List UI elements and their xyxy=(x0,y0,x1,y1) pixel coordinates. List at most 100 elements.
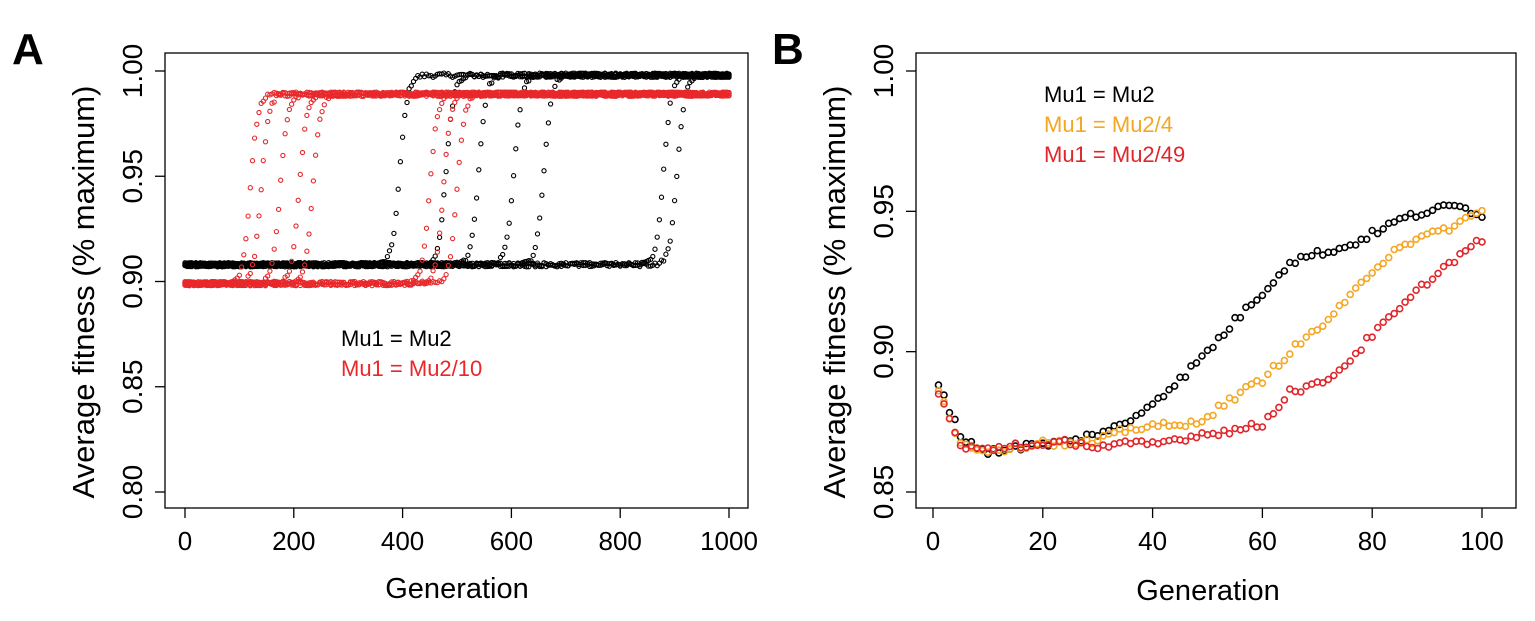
panel-a-point xyxy=(397,159,404,165)
panel-a-point xyxy=(275,206,282,213)
panel-a-point xyxy=(254,121,260,127)
panel-b-point xyxy=(1406,293,1415,302)
panel-a-point xyxy=(480,118,486,125)
panel-a-point xyxy=(310,178,317,184)
panel-a-legend-1: Mu1 = Mu2 xyxy=(341,326,452,351)
panel-a-point xyxy=(421,243,428,249)
panel-a-point xyxy=(439,100,445,107)
panel-a-xtick-label: 800 xyxy=(599,526,642,556)
panel-a-point xyxy=(278,177,284,183)
panel-a-point xyxy=(678,124,684,130)
panel-a-point xyxy=(297,171,303,178)
panel-a-point xyxy=(661,166,667,172)
panel-b-point xyxy=(1450,222,1459,230)
panel-a-point xyxy=(445,141,451,147)
panel-b-point xyxy=(1253,296,1261,304)
panel-a-point xyxy=(456,159,462,166)
panel-a-point xyxy=(241,252,247,258)
panel-b-point xyxy=(1373,323,1382,332)
panel-b-point xyxy=(1280,267,1289,275)
panel-a-point xyxy=(315,132,321,138)
panel-b-point xyxy=(1461,204,1470,212)
panel-b-point xyxy=(1330,310,1338,318)
panel-a-point xyxy=(445,130,451,136)
panel-b-point xyxy=(1137,409,1146,417)
panel-a-point xyxy=(489,80,495,86)
panel-b-point xyxy=(1225,325,1234,333)
panel-b: B 0 20 40 60 80 100 0.85 0.90 0.95 1.00 Generatio… xyxy=(772,25,1517,607)
panel-a-point xyxy=(260,157,266,164)
panel-a-point xyxy=(476,167,482,173)
panel-a-point xyxy=(545,120,552,126)
panel-b-ytick-label: 0.85 xyxy=(868,465,899,520)
panel-b-point xyxy=(1209,343,1217,352)
panel-a-point xyxy=(482,102,488,108)
panel-b-point xyxy=(1384,253,1393,262)
panel-a-point xyxy=(676,146,682,152)
panel-a-point xyxy=(291,244,297,250)
panel-a-point xyxy=(530,252,536,259)
panel-b-point xyxy=(1192,359,1201,367)
panel-a-point xyxy=(458,137,465,143)
panel-a-point xyxy=(502,244,508,250)
panel-a-point xyxy=(447,254,454,260)
panel-a-point xyxy=(432,253,438,259)
panel-b-xlabel: Generation xyxy=(1136,575,1280,607)
panel-a-point xyxy=(299,269,306,275)
panel-a-point xyxy=(299,149,306,156)
panel-a-point xyxy=(251,253,258,260)
panel-a: A 0 200 400 600 800 10000.800.850.900.951.00 … xyxy=(12,25,758,605)
panel-a-point xyxy=(271,246,277,252)
panel-a-point xyxy=(423,225,430,231)
panel-a-point xyxy=(552,83,558,90)
panel-b-point xyxy=(1395,304,1404,313)
panel-b-point xyxy=(1434,269,1442,278)
panel-a-point xyxy=(452,212,458,218)
panel-b-point xyxy=(1428,275,1437,284)
panel-a-point xyxy=(256,109,262,116)
panel-a-point xyxy=(436,230,443,236)
panel-b-legend-2: Mu1 = Mu2/4 xyxy=(1044,112,1173,137)
panel-b-point xyxy=(1247,300,1256,309)
panel-b-ytick-label: 0.90 xyxy=(868,324,899,379)
panel-a-point xyxy=(436,106,443,113)
panel-a-point xyxy=(513,73,519,79)
panel-b-point xyxy=(1264,284,1272,293)
panel-a-ylabel: Average fitness (% maximum) xyxy=(66,86,101,499)
panel-a-point xyxy=(399,134,406,140)
panel-b-point xyxy=(1313,246,1322,255)
panel-b-point xyxy=(1148,400,1157,408)
panel-a-point xyxy=(282,131,288,137)
panel-a-point xyxy=(430,148,436,155)
panel-a-axes: 0 200 400 600 800 1000 0.80 0.85 0.90 0.95 1.00 xyxy=(117,44,758,556)
panel-b-point xyxy=(1341,298,1349,307)
panel-a-point xyxy=(428,171,434,177)
panel-a-point xyxy=(408,83,414,89)
panel-a-point xyxy=(273,228,280,235)
panel-b-ytick-label: 0.95 xyxy=(868,184,899,239)
panel-b-point xyxy=(1478,206,1486,215)
panel-b-point xyxy=(1258,379,1267,388)
panel-a-point xyxy=(402,112,408,119)
panel-a-plot-frame xyxy=(164,52,749,509)
panel-b-point xyxy=(1275,271,1283,279)
panel-a-legend-2: Mu1 = Mu2/10 xyxy=(341,356,482,381)
panel-a-point xyxy=(386,248,393,254)
panel-a-point xyxy=(541,168,547,174)
panel-a-point xyxy=(262,139,269,145)
panel-a-point xyxy=(665,246,671,252)
panel-b-ytick-label: 1.00 xyxy=(868,44,899,99)
panel-a-point xyxy=(288,101,295,107)
panel-a-point xyxy=(665,119,671,126)
panel-a-ytick-label: 0.90 xyxy=(117,254,148,309)
panel-b-point xyxy=(1351,284,1360,292)
panel-a-data-marks xyxy=(182,70,732,289)
panel-a-point xyxy=(471,216,478,222)
panel-b-point xyxy=(1231,396,1239,404)
panel-a-point xyxy=(469,232,475,238)
panel-a-point xyxy=(321,102,327,108)
panel-a-point xyxy=(656,217,663,223)
panel-b-point xyxy=(1198,417,1206,426)
panel-a-point xyxy=(667,238,673,244)
panel-a-point xyxy=(663,141,669,147)
